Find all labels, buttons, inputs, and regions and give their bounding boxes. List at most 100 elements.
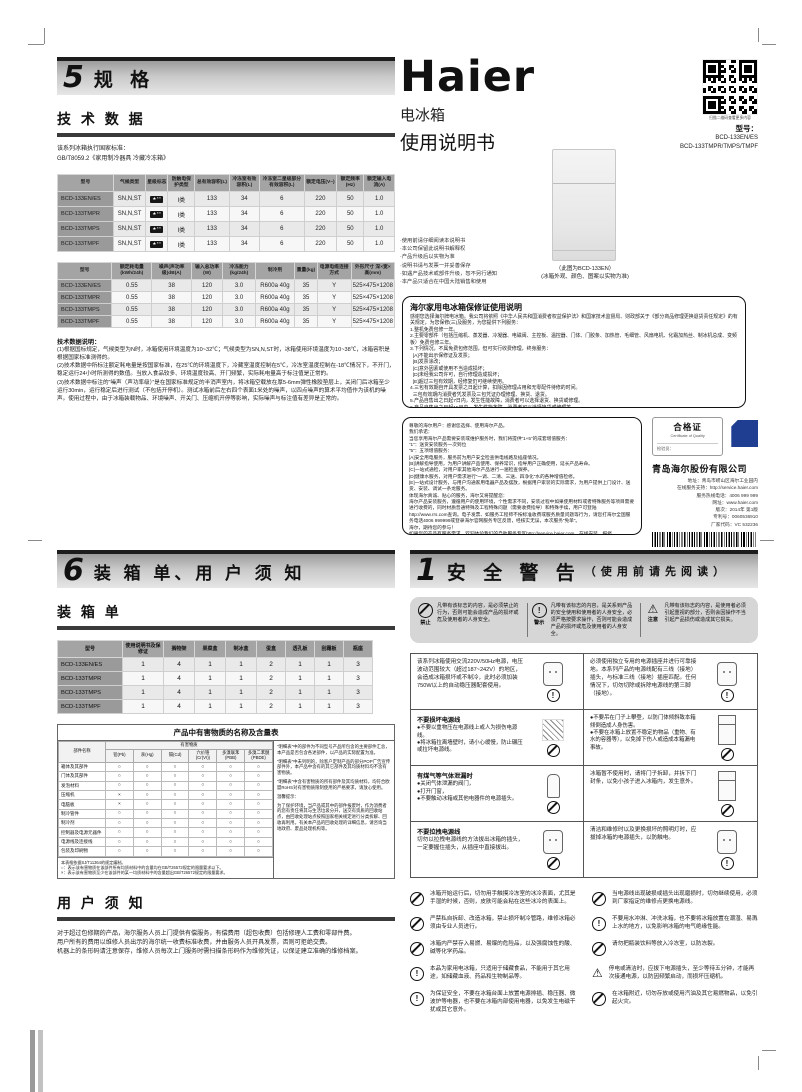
text-line: ·说明书请与发票一并妥善保存: [400, 262, 471, 269]
qr-module: [749, 95, 752, 99]
text-line: (2)技术数据中所标注额定耗电量是按国家标准，在25℃的环境温度下，冷藏室温度控…: [57, 363, 395, 378]
qr-module: [703, 103, 706, 107]
text-line: 3.下列情况，不属免费包修范围，但可实行收费修理，终身服务：: [410, 347, 552, 353]
substance-cell: ○: [188, 808, 218, 820]
warning-text: 冰箱暂不使用时，请将门子拆卸，并拆下门封条，以免小孩子进入冰箱内，发生意外。: [590, 771, 697, 786]
data-cell: 1: [285, 657, 315, 672]
warning-title: 有煤气等气体泄漏时: [417, 773, 473, 781]
prohibit-icon: [546, 801, 560, 815]
warning-text: 清洁和维修时以及更换损坏的照明灯时，应拔掉冰箱的电源插头，以防触电。: [590, 827, 697, 842]
qr-module: [718, 98, 721, 102]
user-notice-title: 用 户 须 知: [57, 893, 395, 921]
qr-module: [720, 70, 724, 73]
substance-cell: ○: [132, 808, 162, 820]
warning-title: 不要拉拽电源线: [417, 829, 461, 837]
qr-module: [710, 103, 714, 107]
prohibit-icon: [410, 942, 424, 957]
qr-module: [754, 88, 757, 91]
qr-caption: 扫描二维码查看更多内容: [709, 116, 751, 120]
substance-cell: ○: [132, 761, 162, 773]
substance-cell: ○: [160, 818, 190, 829]
legend-label: 注意: [647, 617, 659, 623]
qr-module: [754, 75, 757, 78]
substance-cell: ○: [160, 808, 190, 820]
qr-module: [744, 111, 747, 114]
qr-module: [718, 75, 721, 78]
data-cell: 525×475×1208: [350, 303, 396, 317]
qr-module: [715, 60, 719, 63]
registration-bar: [30, 1030, 35, 1092]
qr-module: [733, 111, 737, 114]
text-line: [A]安全用电服务，服务前为用户安全检查供电线路及插座情况。: [409, 454, 542, 460]
qr-module: [723, 67, 727, 71]
model-cell: BCD-133TMPF: [57, 699, 123, 714]
column-header: 制冷剂: [254, 262, 296, 281]
section-title: 安 全 警 告: [446, 562, 581, 584]
text-line: 尊敬的海尔用户：感谢您选择、使用海尔产品。: [409, 423, 508, 428]
safety-legend: 禁止 凡带有该标志的内容，是必须禁止的行为，否则可能会造成产品的损坏或危及使用者的…: [410, 597, 758, 644]
data-cell: 1: [194, 699, 226, 714]
text-line: [E]超过三包有效期，经修复仍可继续使用。: [410, 379, 507, 385]
substance-cell: ○: [105, 846, 134, 857]
qr-module: [751, 75, 755, 78]
warning-illustration: [702, 715, 752, 762]
qr-module: [749, 70, 752, 73]
qr-module: [708, 88, 711, 91]
caution-icon: ⚠: [592, 966, 603, 980]
tech-notes: 技术数据说明： (1)根据国标规定，气候类型为N时，冰箱使用环境温度为10~32…: [57, 337, 395, 403]
crop-mark: [44, 28, 45, 44]
table-row: BCD-133TMPR 1 4 1 1 2 1 1 3: [57, 671, 373, 686]
qr-module: [738, 70, 742, 73]
qr-module: [731, 75, 734, 78]
text-line: 网址：www.haier.com: [712, 499, 758, 505]
prohibit-icon: [720, 804, 734, 818]
column-header: 型号: [56, 262, 113, 281]
column-header: 噪声(声功率级)dB(A): [151, 262, 192, 281]
data-cell: 1: [314, 685, 344, 700]
section-safety-warnings: 1 安 全 警 告 （ 使 用 前 请 先 阅 读 ） 禁止 凡带有该标志的内容，…: [410, 550, 758, 1015]
qr-module: [744, 70, 747, 73]
data-cell: 4: [163, 657, 195, 672]
substance-cell: ○: [244, 818, 273, 829]
qr-module: [715, 75, 719, 78]
data-cell: 50: [336, 191, 365, 208]
qr-module: [710, 65, 714, 68]
substance-cell: ○: [216, 846, 246, 857]
qr-module: [703, 80, 706, 84]
data-cell: 220: [303, 236, 338, 253]
data-cell: 3: [343, 657, 373, 672]
qr-module: [738, 88, 742, 91]
company-name: 青岛海尔股份有限公司: [652, 464, 748, 474]
text-line: 感谢您选择海尔牌电冰箱。我公司将依照《中华人民共和国消费者权益保护法》和国家技术…: [410, 315, 738, 327]
substance-cell: ○: [216, 818, 246, 829]
substance-cell: ○: [216, 799, 246, 810]
data-cell: 1.0: [363, 191, 395, 208]
qr-module: [738, 62, 742, 66]
data-cell: 1: [194, 671, 226, 686]
data-cell: 1: [225, 699, 257, 714]
qr-module: [720, 85, 724, 89]
data-cell: 220: [303, 221, 338, 238]
qr-module: [710, 70, 714, 73]
qr-module: [728, 108, 732, 112]
substance-cell: ○: [105, 836, 134, 848]
substance-cell: ○: [188, 846, 218, 857]
cover-notes: ·使用前请仔细阅读本说明书 ·本公司保留此说明书解释权 ·产品升级后以实物为准 ·说明…: [400, 237, 550, 286]
qr-module: [708, 65, 711, 68]
text-line: [C]一站式通检，对用户家其他海尔产品进行一遍检查保养。: [409, 467, 533, 473]
text-line: ·产品升级后以实物为准: [400, 254, 455, 261]
text-line: ·本产品只适合在中国大陆销售和使用: [400, 279, 487, 286]
group-header: 有害物质: [105, 741, 273, 750]
text-line: 用户所有的费用以维修人员出示的海尔统一收费标准收费，并由服务人员开具发票，否则可…: [57, 938, 332, 946]
qr-module: [703, 75, 706, 78]
data-cell: 50: [336, 206, 365, 223]
table-row: BCD-133TMPF SN,N,ST ★** I类 133 34 6 220 50 1.0: [57, 236, 395, 253]
qr-module: [741, 106, 745, 109]
table-row: 门体及其部件 ○ ○ ○ ○ ○ ○: [58, 771, 273, 782]
qr-module: [754, 90, 757, 94]
data-cell: 120: [190, 291, 224, 305]
tech-data-table-1: 型号 气候类型 星级标志 防触电保护类型 总有效容积(L) 冷冻室有效容积(L) 冷冻室二星…: [57, 174, 395, 253]
data-cell: 2: [256, 657, 286, 672]
qr-module: [703, 90, 706, 94]
warn-icon: !: [410, 991, 424, 1006]
